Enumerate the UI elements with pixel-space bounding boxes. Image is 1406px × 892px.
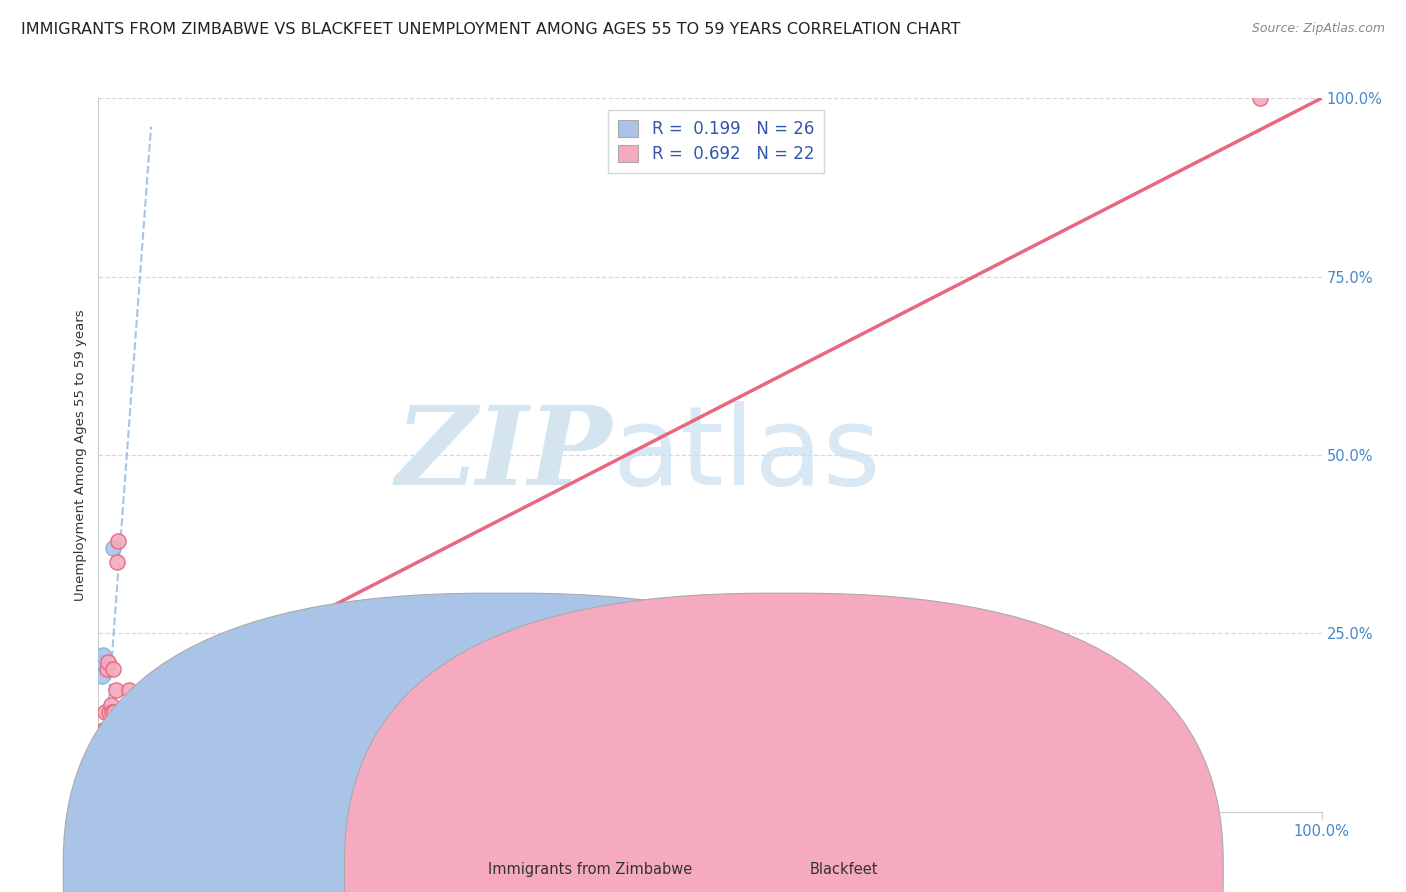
Point — [96, 662, 118, 676]
Point — [91, 805, 114, 819]
Point — [93, 805, 115, 819]
Point — [111, 712, 134, 726]
Point — [160, 740, 183, 755]
Point — [105, 555, 128, 569]
Point — [93, 805, 115, 819]
Point — [149, 805, 172, 819]
Point — [91, 805, 114, 819]
Y-axis label: Unemployment Among Ages 55 to 59 years: Unemployment Among Ages 55 to 59 years — [75, 310, 87, 600]
Point — [101, 662, 124, 676]
Text: ZIP: ZIP — [395, 401, 612, 508]
Point — [91, 805, 114, 819]
Point — [136, 712, 159, 726]
Point — [91, 805, 114, 819]
Point — [110, 705, 132, 719]
Point — [91, 805, 114, 819]
Point — [101, 541, 124, 555]
Point — [107, 533, 129, 548]
Point — [93, 805, 115, 819]
Point — [1249, 91, 1271, 105]
Point — [91, 805, 114, 819]
Point — [91, 805, 114, 819]
Point — [91, 805, 114, 819]
Point — [91, 669, 114, 683]
Point — [118, 683, 141, 698]
Text: Immigrants from Zimbabwe: Immigrants from Zimbabwe — [488, 863, 693, 877]
Point — [91, 805, 114, 819]
Point — [91, 648, 114, 662]
Point — [91, 805, 114, 819]
Point — [91, 805, 114, 819]
Point — [91, 805, 114, 819]
Point — [91, 805, 114, 819]
Point — [173, 712, 195, 726]
Text: atlas: atlas — [612, 401, 880, 508]
Point — [100, 698, 122, 712]
Point — [91, 655, 114, 669]
Point — [91, 805, 114, 819]
Point — [124, 805, 146, 819]
Point — [91, 805, 114, 819]
Point — [91, 805, 114, 819]
Point — [91, 805, 114, 819]
Point — [93, 705, 115, 719]
Text: Blackfeet: Blackfeet — [810, 863, 877, 877]
Point — [94, 805, 117, 819]
Point — [91, 805, 114, 819]
Point — [98, 705, 121, 719]
Point — [103, 705, 125, 719]
Point — [97, 655, 120, 669]
Point — [129, 740, 152, 755]
Point — [101, 705, 124, 719]
Legend: R =  0.199   N = 26, R =  0.692   N = 22: R = 0.199 N = 26, R = 0.692 N = 22 — [609, 110, 824, 173]
Point — [104, 683, 127, 698]
Text: Source: ZipAtlas.com: Source: ZipAtlas.com — [1251, 22, 1385, 36]
Point — [91, 805, 114, 819]
Text: IMMIGRANTS FROM ZIMBABWE VS BLACKFEET UNEMPLOYMENT AMONG AGES 55 TO 59 YEARS COR: IMMIGRANTS FROM ZIMBABWE VS BLACKFEET UN… — [21, 22, 960, 37]
